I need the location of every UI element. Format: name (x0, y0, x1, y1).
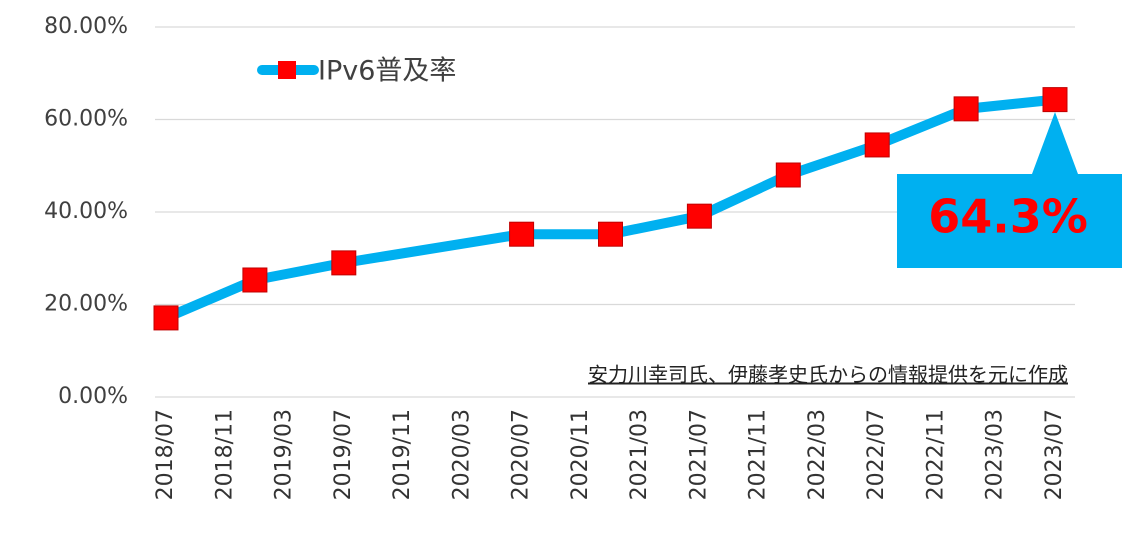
x-tick-label: 2023/07 (1042, 409, 1067, 500)
x-tick-label: 2022/11 (923, 409, 948, 500)
callout-label: 64.3% (928, 190, 1088, 244)
x-tick-label: 2022/07 (864, 409, 889, 500)
data-marker (331, 250, 357, 276)
data-marker (598, 221, 623, 247)
x-tick-label: 2022/03 (805, 409, 830, 500)
x-tick-label: 2018/11 (212, 409, 237, 500)
data-marker (242, 267, 268, 293)
x-tick-label: 2021/07 (686, 409, 711, 500)
data-marker (153, 305, 179, 331)
x-tick-label: 2020/07 (509, 409, 534, 500)
x-tick-label: 2020/11 (568, 409, 593, 500)
series-line (161, 94, 1060, 323)
x-tick-label: 2023/03 (983, 409, 1008, 500)
callout-box (897, 112, 1122, 268)
y-tick-label: 40.00% (44, 199, 128, 224)
legend-marker (278, 61, 296, 79)
y-tick-label: 0.00% (58, 384, 128, 409)
x-tick-label: 2019/03 (272, 409, 297, 500)
y-tick-label: 20.00% (44, 292, 128, 317)
data-marker (1042, 87, 1068, 113)
data-marker (864, 132, 890, 158)
data-marker (775, 162, 801, 188)
x-tick-label: 2020/03 (449, 409, 474, 500)
data-marker (686, 203, 712, 229)
legend-label: IPv6普及率 (318, 56, 456, 87)
x-tick-label: 2019/07 (331, 409, 356, 500)
x-tick-label: 2019/11 (390, 409, 415, 500)
data-marker (953, 96, 979, 122)
x-tick-label: 2021/11 (746, 409, 771, 500)
x-tick-label: 2018/07 (153, 409, 178, 500)
x-tick-label: 2021/03 (627, 409, 652, 500)
y-tick-label: 60.00% (44, 107, 128, 132)
y-tick-label: 80.00% (44, 14, 128, 39)
source-note: 安力川幸司氏、伊藤孝史氏からの情報提供を元に作成 (588, 363, 1068, 387)
data-marker (509, 221, 535, 247)
